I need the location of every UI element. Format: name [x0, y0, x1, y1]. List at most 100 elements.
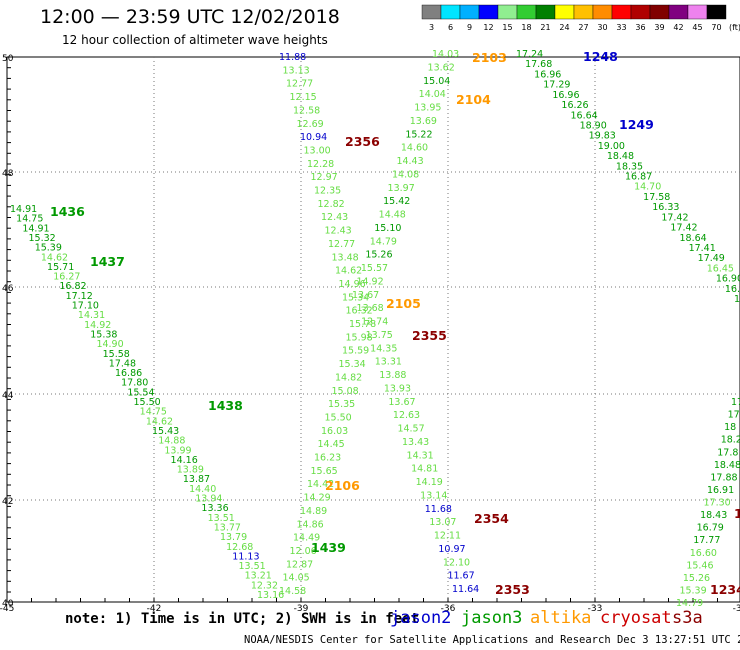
wave-height-value: 12.11 [434, 531, 461, 542]
wave-height-value: 18.48 [607, 151, 634, 162]
legend-altika: altika [530, 608, 592, 628]
colorbar-swatch [630, 4, 651, 20]
colorbar-tick-label: 12 [483, 23, 493, 32]
latitude-labels: 50 48 46 44 42 40 [2, 54, 14, 609]
wave-height-value: 13.31 [375, 357, 402, 368]
longitude-label: -45 [0, 604, 14, 614]
latitude-label: 42 [2, 497, 13, 507]
wave-height-value: 13.67 [352, 290, 379, 301]
colorbar-swatch [421, 4, 442, 20]
wave-height-value: 17.10 [72, 301, 99, 312]
pass-label: 1436 [50, 204, 85, 219]
wave-height-value: 14.91 [10, 204, 37, 215]
latitude-label: 46 [2, 284, 14, 294]
wave-height-value: 12.10 [443, 557, 470, 568]
wave-height-value: 12.15 [290, 92, 317, 103]
wave-height-value: 15.50 [134, 397, 161, 408]
wave-height-value: 12.43 [325, 226, 352, 237]
wave-height-value: 17.12 [66, 291, 93, 302]
pass-label: 1248 [583, 49, 618, 64]
wave-height-value: 17.42 [670, 223, 697, 234]
page-subtitle: 12 hour collection of altimeter wave hei… [62, 33, 328, 47]
wave-height-value: 15.35 [328, 399, 355, 410]
colorbar-swatch [668, 4, 689, 20]
wave-height-value: 15.54 [127, 387, 154, 398]
wave-height-value: 14.49 [293, 533, 320, 544]
wave-height-value: 15.22 [405, 129, 432, 140]
legend-s3a: s3a [672, 608, 703, 628]
wave-height-value: 14.58 [279, 586, 306, 597]
wave-height-value: 13.13 [283, 65, 310, 76]
longitude-label: -30 [733, 604, 740, 614]
wave-height-value: 18.90 [580, 120, 607, 131]
wave-height-value: 15.38 [90, 329, 117, 340]
wave-height-value: 13.21 [245, 571, 272, 582]
latitude-label: 40 [2, 599, 14, 609]
wave-height-value: 16.90 [716, 274, 740, 285]
wave-height-value: 13.14 [420, 490, 447, 501]
colorbar-tick-label: 36 [635, 23, 645, 32]
wave-height-value: 13.36 [201, 503, 228, 514]
footer-credit: NOAA/NESDIS Center for Satellite Applica… [244, 634, 740, 646]
wave-height-value: 14.90 [96, 339, 123, 350]
longitude-label: -42 [147, 604, 162, 614]
wave-height-value: 15.26 [683, 573, 710, 584]
wave-height-value: 15.78 [349, 319, 376, 330]
wave-height-value: 14.79 [370, 236, 397, 247]
wave-height-value: 15.98 [346, 332, 373, 343]
wave-height-value: 16.60 [690, 548, 717, 559]
wave-height-value: 16.79 [697, 523, 724, 534]
colorbar-tick-label: 21 [540, 23, 550, 32]
colorbar-tick-label: 15 [502, 23, 512, 32]
wave-height-value: 13.88 [379, 370, 406, 381]
wave-height-value: 17.42 [661, 212, 688, 223]
wave-height-value: 15.39 [679, 585, 706, 596]
latitude-label: 50 [2, 54, 14, 64]
wave-height-value: 12.35 [314, 186, 341, 197]
wave-height-value: 14.82 [335, 372, 362, 383]
wave-height-value: 14.96 [339, 279, 366, 290]
track-b: 11.88 13.13 12.77 12.15 12.58 12.69 10.94 13.00… [279, 52, 376, 597]
wave-height-value: 16.03 [321, 426, 348, 437]
wave-height-value: 14.62 [146, 416, 173, 427]
wave-height-value: 12.77 [328, 239, 355, 250]
colorbar-swatch [478, 4, 499, 20]
colorbar-swatch [592, 4, 613, 20]
wave-height-value: 14.86 [297, 519, 324, 530]
wave-height-value: 13.99 [164, 445, 191, 456]
pass-label: 2353 [495, 582, 530, 597]
wave-height-value: 15.65 [311, 466, 338, 477]
colorbar-swatch [459, 4, 480, 20]
colorbar-tick-label: 45 [692, 23, 702, 32]
wave-height-value: 12.32 [251, 580, 278, 591]
wave-height-value: 15.43 [152, 426, 179, 437]
wave-height-value: 12.28 [307, 159, 334, 170]
wave-height-value: 15.34 [342, 292, 369, 303]
track-d: 17.2417.6816.9617.2916.9616.2616.6418.90… [516, 49, 740, 305]
legend-jason3: jason3 [461, 608, 523, 628]
pass-label: 1249 [619, 117, 654, 132]
wave-height-value: 12.87 [286, 559, 313, 570]
colorbar-tick-label: 33 [616, 23, 626, 32]
wave-height-value: 15.46 [686, 560, 713, 571]
colorbar-swatch [440, 4, 461, 20]
pass-label: 2356 [345, 134, 380, 149]
wave-height-value: 12.82 [318, 199, 345, 210]
wave-height-value: 14.62 [41, 252, 68, 263]
wave-height-value: 13.77 [214, 522, 241, 533]
wave-height-value: 11.13 [232, 551, 259, 562]
wave-height-value: 14.89 [300, 506, 327, 517]
axis-ticks [6, 56, 718, 602]
pass-label: 2103 [472, 50, 507, 65]
wave-height-value: 14.04 [419, 89, 446, 100]
wave-height-value: 13.51 [238, 561, 265, 572]
longitude-label: -39 [294, 604, 309, 614]
longitude-label: -36 [441, 604, 456, 614]
wave-height-value: 14.62 [335, 266, 362, 277]
wave-height-value: 17.49 [698, 253, 725, 264]
wave-height-value: 16.23 [314, 453, 341, 464]
colorbar-swatch [554, 4, 575, 20]
wave-height-value: 15.10 [374, 223, 401, 234]
wave-height-value: 16.96 [552, 90, 579, 101]
wave-height-value: 15.34 [339, 359, 366, 370]
